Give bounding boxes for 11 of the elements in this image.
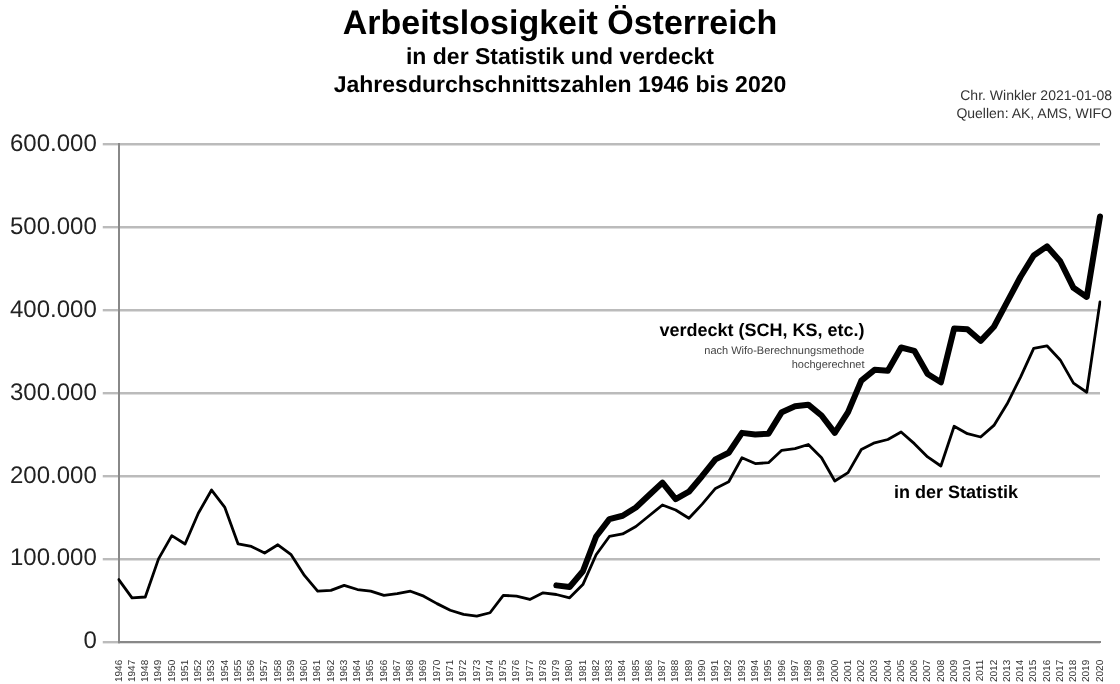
y-tick-label: 600.000: [9, 129, 98, 158]
series-label: in der Statistik: [893, 481, 1020, 502]
series-label: verdeckt (SCH, KS, etc.): [659, 319, 865, 340]
chart-subtitle: in der Statistik und verdeckt Jahresdurchschnittszahlen 1946 bis 2020: [333, 46, 787, 98]
chart-title: Arbeitslosigkeit Österreich: [340, 4, 780, 44]
y-tick-label: 300.000: [9, 377, 98, 406]
y-tick-label: 200.000: [9, 460, 98, 489]
y-tick-label: 400.000: [9, 294, 98, 323]
y-tick-label: 100.000: [9, 543, 98, 572]
y-tick-label: 500.000: [9, 211, 98, 240]
y-tick-label: 0: [83, 626, 98, 655]
